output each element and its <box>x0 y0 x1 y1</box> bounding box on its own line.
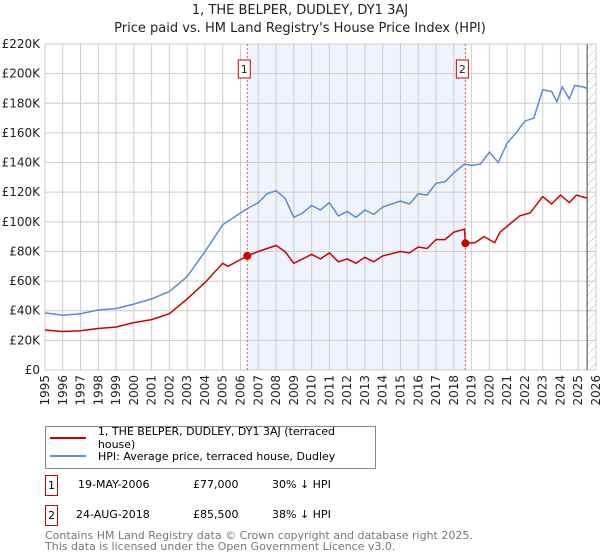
x-tick-label: 2006 <box>234 375 248 406</box>
x-tick-label: 2009 <box>287 375 301 406</box>
x-tick-label: 2004 <box>198 375 212 406</box>
legend-label: 1, THE BELPER, DUDLEY, DY1 3AJ (terraced… <box>97 425 336 451</box>
y-tick-label: £140K <box>2 156 42 170</box>
x-tick-label: 2025 <box>571 375 585 406</box>
x-tick-label: 1995 <box>38 375 52 406</box>
sale-label: 1 <box>241 63 248 76</box>
y-tick-label: £180K <box>2 96 42 110</box>
y-tick-label: £200K <box>2 67 42 81</box>
x-tick-label: 2013 <box>358 375 372 406</box>
y-tick-label: £40K <box>9 304 41 318</box>
sale-point <box>243 251 252 260</box>
x-tick-label: 1998 <box>91 375 105 406</box>
y-tick-label: £80K <box>9 244 41 258</box>
x-tick-label: 2007 <box>251 375 265 406</box>
x-tick-label: 2012 <box>340 375 354 406</box>
title-line: 1, THE BELPER, DUDLEY, DY1 3AJ <box>191 3 409 18</box>
x-tick-label: 1997 <box>74 375 88 406</box>
x-tick-label: 2021 <box>500 375 514 406</box>
legend: 1, THE BELPER, DUDLEY, DY1 3AJ (terraced… <box>45 425 376 469</box>
x-tick-label: 2010 <box>305 375 319 406</box>
x-tick-label: 2018 <box>447 375 461 406</box>
sale-price: £77,000 <box>193 478 239 491</box>
hpi-line <box>44 84 588 316</box>
legend-item-property: 1, THE BELPER, DUDLEY, DY1 3AJ (terraced… <box>50 425 375 451</box>
footer-line: Contains HM Land Registry data © Crown c… <box>45 529 473 542</box>
x-tick-label: 2023 <box>536 375 550 406</box>
sale-marker-box: 1 <box>45 475 58 496</box>
x-tick-label: 2011 <box>322 375 336 406</box>
sale-period-band <box>247 44 466 370</box>
x-tick-label: 2019 <box>465 375 479 406</box>
x-tick-label: 2008 <box>269 375 283 406</box>
sale-date: 24-AUG-2018 <box>76 508 150 521</box>
x-tick-label: 2015 <box>393 375 407 406</box>
legend-swatch-red <box>50 437 86 439</box>
y-tick-label: £100K <box>2 215 42 229</box>
y-tick-label: £0 <box>25 363 40 377</box>
legend-swatch-blue <box>50 455 86 457</box>
x-tick-label: 1999 <box>109 375 123 406</box>
x-tick-label: 1996 <box>56 375 70 406</box>
property-price-line <box>44 194 588 333</box>
x-tick-label: 2024 <box>553 375 567 406</box>
sale-label-box <box>237 59 251 79</box>
x-tick-label: 2022 <box>518 375 532 406</box>
x-tick-label: 2016 <box>411 375 425 406</box>
footer-line: This data is licensed under the Open Gov… <box>45 540 396 553</box>
x-tick-label: 2014 <box>376 375 390 406</box>
x-tick-label: 2017 <box>429 375 443 406</box>
sale-point <box>461 239 470 248</box>
sale-label: 2 <box>459 63 466 76</box>
sale-hpi-diff: 30% ↓ HPI <box>272 478 331 491</box>
sale-label-box <box>455 59 469 79</box>
sale-hpi-diff: 38% ↓ HPI <box>272 508 331 521</box>
y-tick-label: £60K <box>9 274 41 288</box>
x-tick-label: 2026 <box>589 375 600 406</box>
subtitle-line: Price paid vs. HM Land Registry's House … <box>114 21 486 36</box>
x-tick-label: 2002 <box>162 375 176 406</box>
sale-date: 19-MAY-2006 <box>78 478 150 491</box>
y-tick-label: £120K <box>2 185 42 199</box>
sale-price: £85,500 <box>193 508 239 521</box>
x-tick-label: 2020 <box>482 375 496 406</box>
legend-item-hpi: HPI: Average price, terraced house, Dudl… <box>50 448 335 464</box>
x-tick-label: 2000 <box>127 375 141 406</box>
y-tick-label: £220K <box>2 37 42 51</box>
x-tick-label: 2005 <box>216 375 230 406</box>
footer: Contains HM Land Registry data © Crown c… <box>45 530 473 552</box>
sale-marker-box: 2 <box>45 505 58 526</box>
price-chart: £0 £20K £40K £60K £80K £100K £120K £140K £160K £1… <box>2 37 600 406</box>
forecast-hatch <box>587 44 596 370</box>
x-tick-label: 2003 <box>180 375 194 406</box>
legend-label: HPI: Average price, terraced house, Dudl… <box>98 449 336 463</box>
y-tick-label: £20K <box>9 333 41 347</box>
x-tick-label: 2001 <box>145 375 159 406</box>
y-tick-label: £160K <box>2 126 42 140</box>
chart-title: 1, THE BELPER, DUDLEY, DY1 3AJ Price pai… <box>0 2 600 38</box>
